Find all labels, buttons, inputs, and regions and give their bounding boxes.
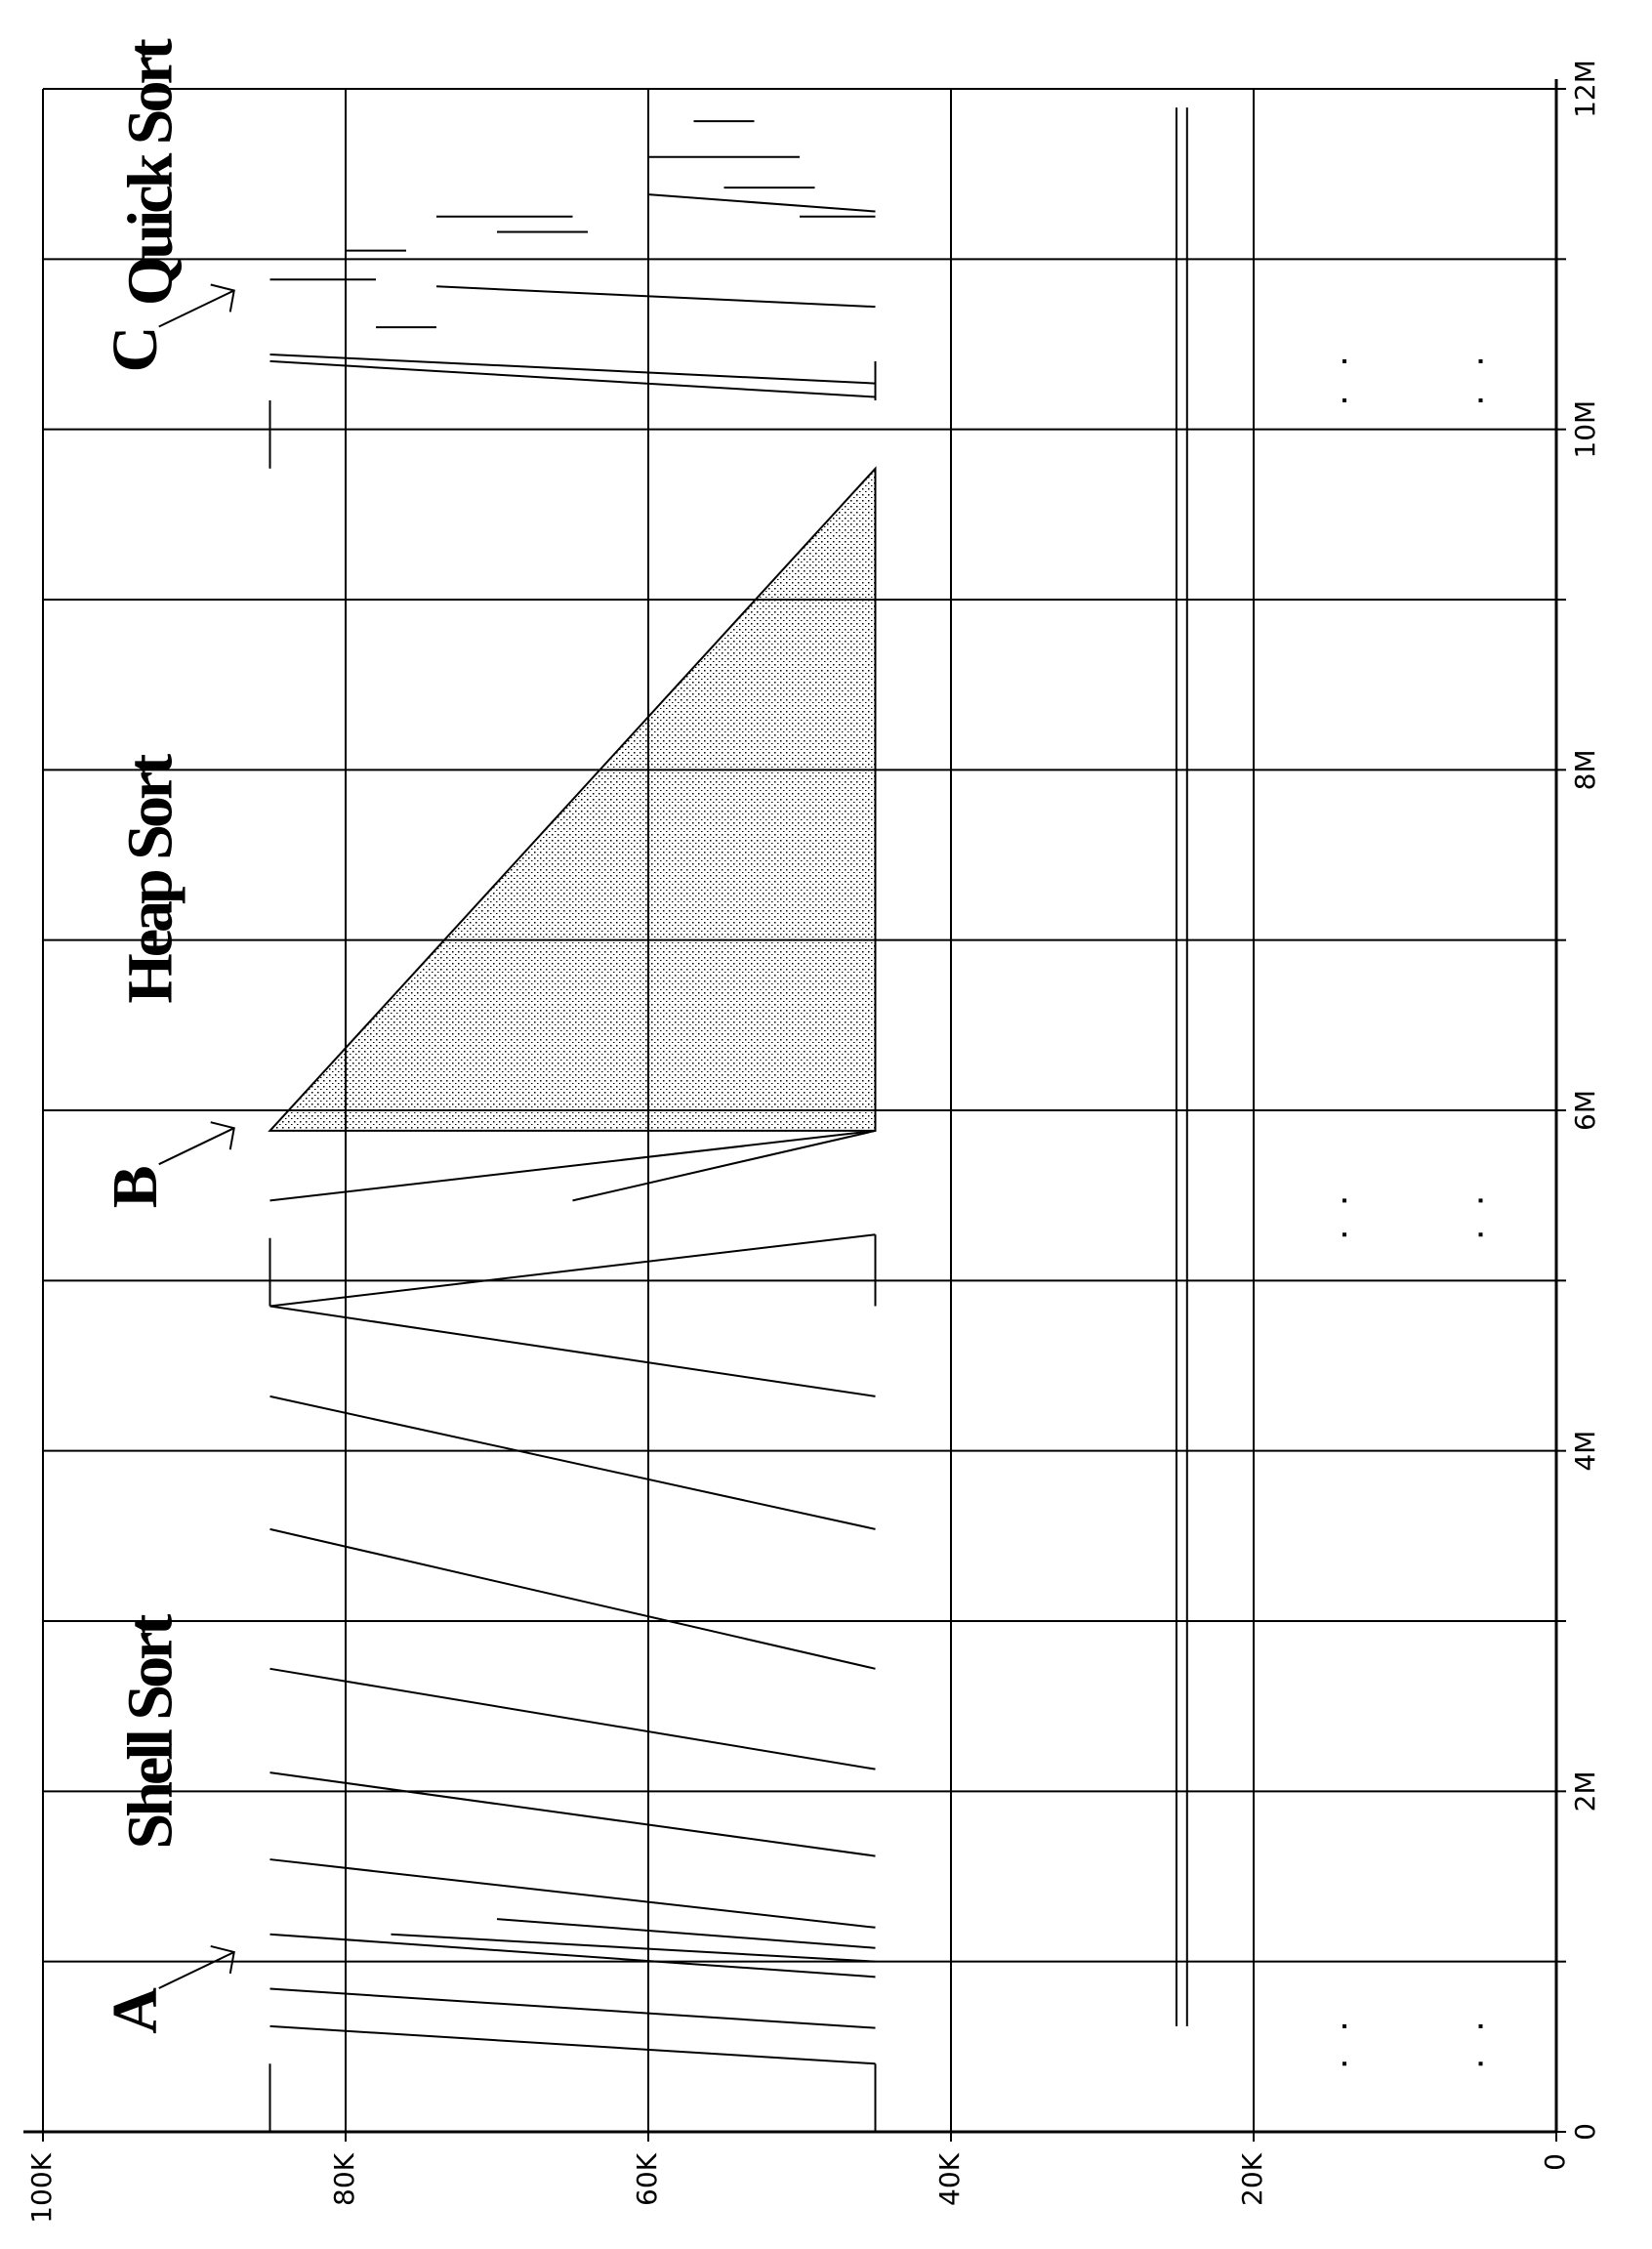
x-tick-label: 2M xyxy=(1569,1770,1601,1812)
x-tick-label: 4M xyxy=(1569,1431,1601,1472)
trace-point xyxy=(1342,1198,1346,1203)
annotation: Shell Sort xyxy=(114,1614,186,1850)
trace-segment xyxy=(269,1858,876,1929)
trace-segment xyxy=(269,359,876,398)
trace-segment xyxy=(572,1129,876,1202)
trace-point xyxy=(1478,1232,1483,1237)
trace-point xyxy=(1342,2023,1346,2028)
trace-point xyxy=(1342,2062,1346,2066)
y-tick-label: 0 xyxy=(1539,2153,1571,2171)
annotation: Heap Sort xyxy=(114,754,186,1004)
trace-segment xyxy=(496,1918,876,1949)
x-tick-label: 10M xyxy=(1569,400,1601,459)
arrow-head xyxy=(210,283,235,312)
trace-segment xyxy=(269,1305,876,1397)
y-tick-label: 100K xyxy=(25,2152,58,2223)
arrow xyxy=(158,289,235,328)
trace-segment xyxy=(269,353,876,385)
annotation: B xyxy=(100,1166,171,1208)
trace-point xyxy=(1342,398,1346,403)
trace-segment xyxy=(269,1933,876,1978)
annotation: Quick Sort xyxy=(114,38,186,306)
x-tick-label: 6M xyxy=(1569,1090,1601,1131)
arrow-head xyxy=(210,1121,235,1150)
heap-region xyxy=(268,466,877,1132)
trace-point xyxy=(1478,2023,1483,2028)
y-tick-label: 80K xyxy=(328,2152,360,2206)
y-tick-label: 20K xyxy=(1236,2152,1268,2206)
x-tick-label: 8M xyxy=(1569,749,1601,790)
x-tick-label: 0 xyxy=(1569,2123,1601,2141)
trace-segment xyxy=(269,1129,876,1202)
trace-segment xyxy=(269,1667,876,1770)
trace-segment xyxy=(269,1527,876,1670)
trace-segment xyxy=(647,193,876,213)
trace-segment xyxy=(435,285,876,309)
trace-segment xyxy=(269,1987,876,2029)
trace-segment xyxy=(269,1233,876,1308)
arrow xyxy=(158,1951,235,1989)
trace-point xyxy=(1478,2062,1483,2066)
trace-point xyxy=(1342,358,1346,363)
trace-point xyxy=(1342,1232,1346,1237)
y-tick-label: 60K xyxy=(631,2152,663,2206)
trace-segment xyxy=(269,1395,876,1530)
arrow xyxy=(158,1127,235,1166)
trace-segment xyxy=(269,1771,876,1857)
trace-segment xyxy=(269,2024,876,2065)
arrow-head xyxy=(210,1944,235,1975)
trace-point xyxy=(1478,358,1483,363)
annotation: C xyxy=(100,330,171,373)
trace-segment xyxy=(391,1933,876,1963)
annotation: A xyxy=(100,1987,171,2034)
y-tick-label: 40K xyxy=(933,2152,966,2206)
x-tick-label: 12M xyxy=(1569,60,1601,118)
trace-point xyxy=(1478,1198,1483,1203)
trace-point xyxy=(1478,398,1483,403)
